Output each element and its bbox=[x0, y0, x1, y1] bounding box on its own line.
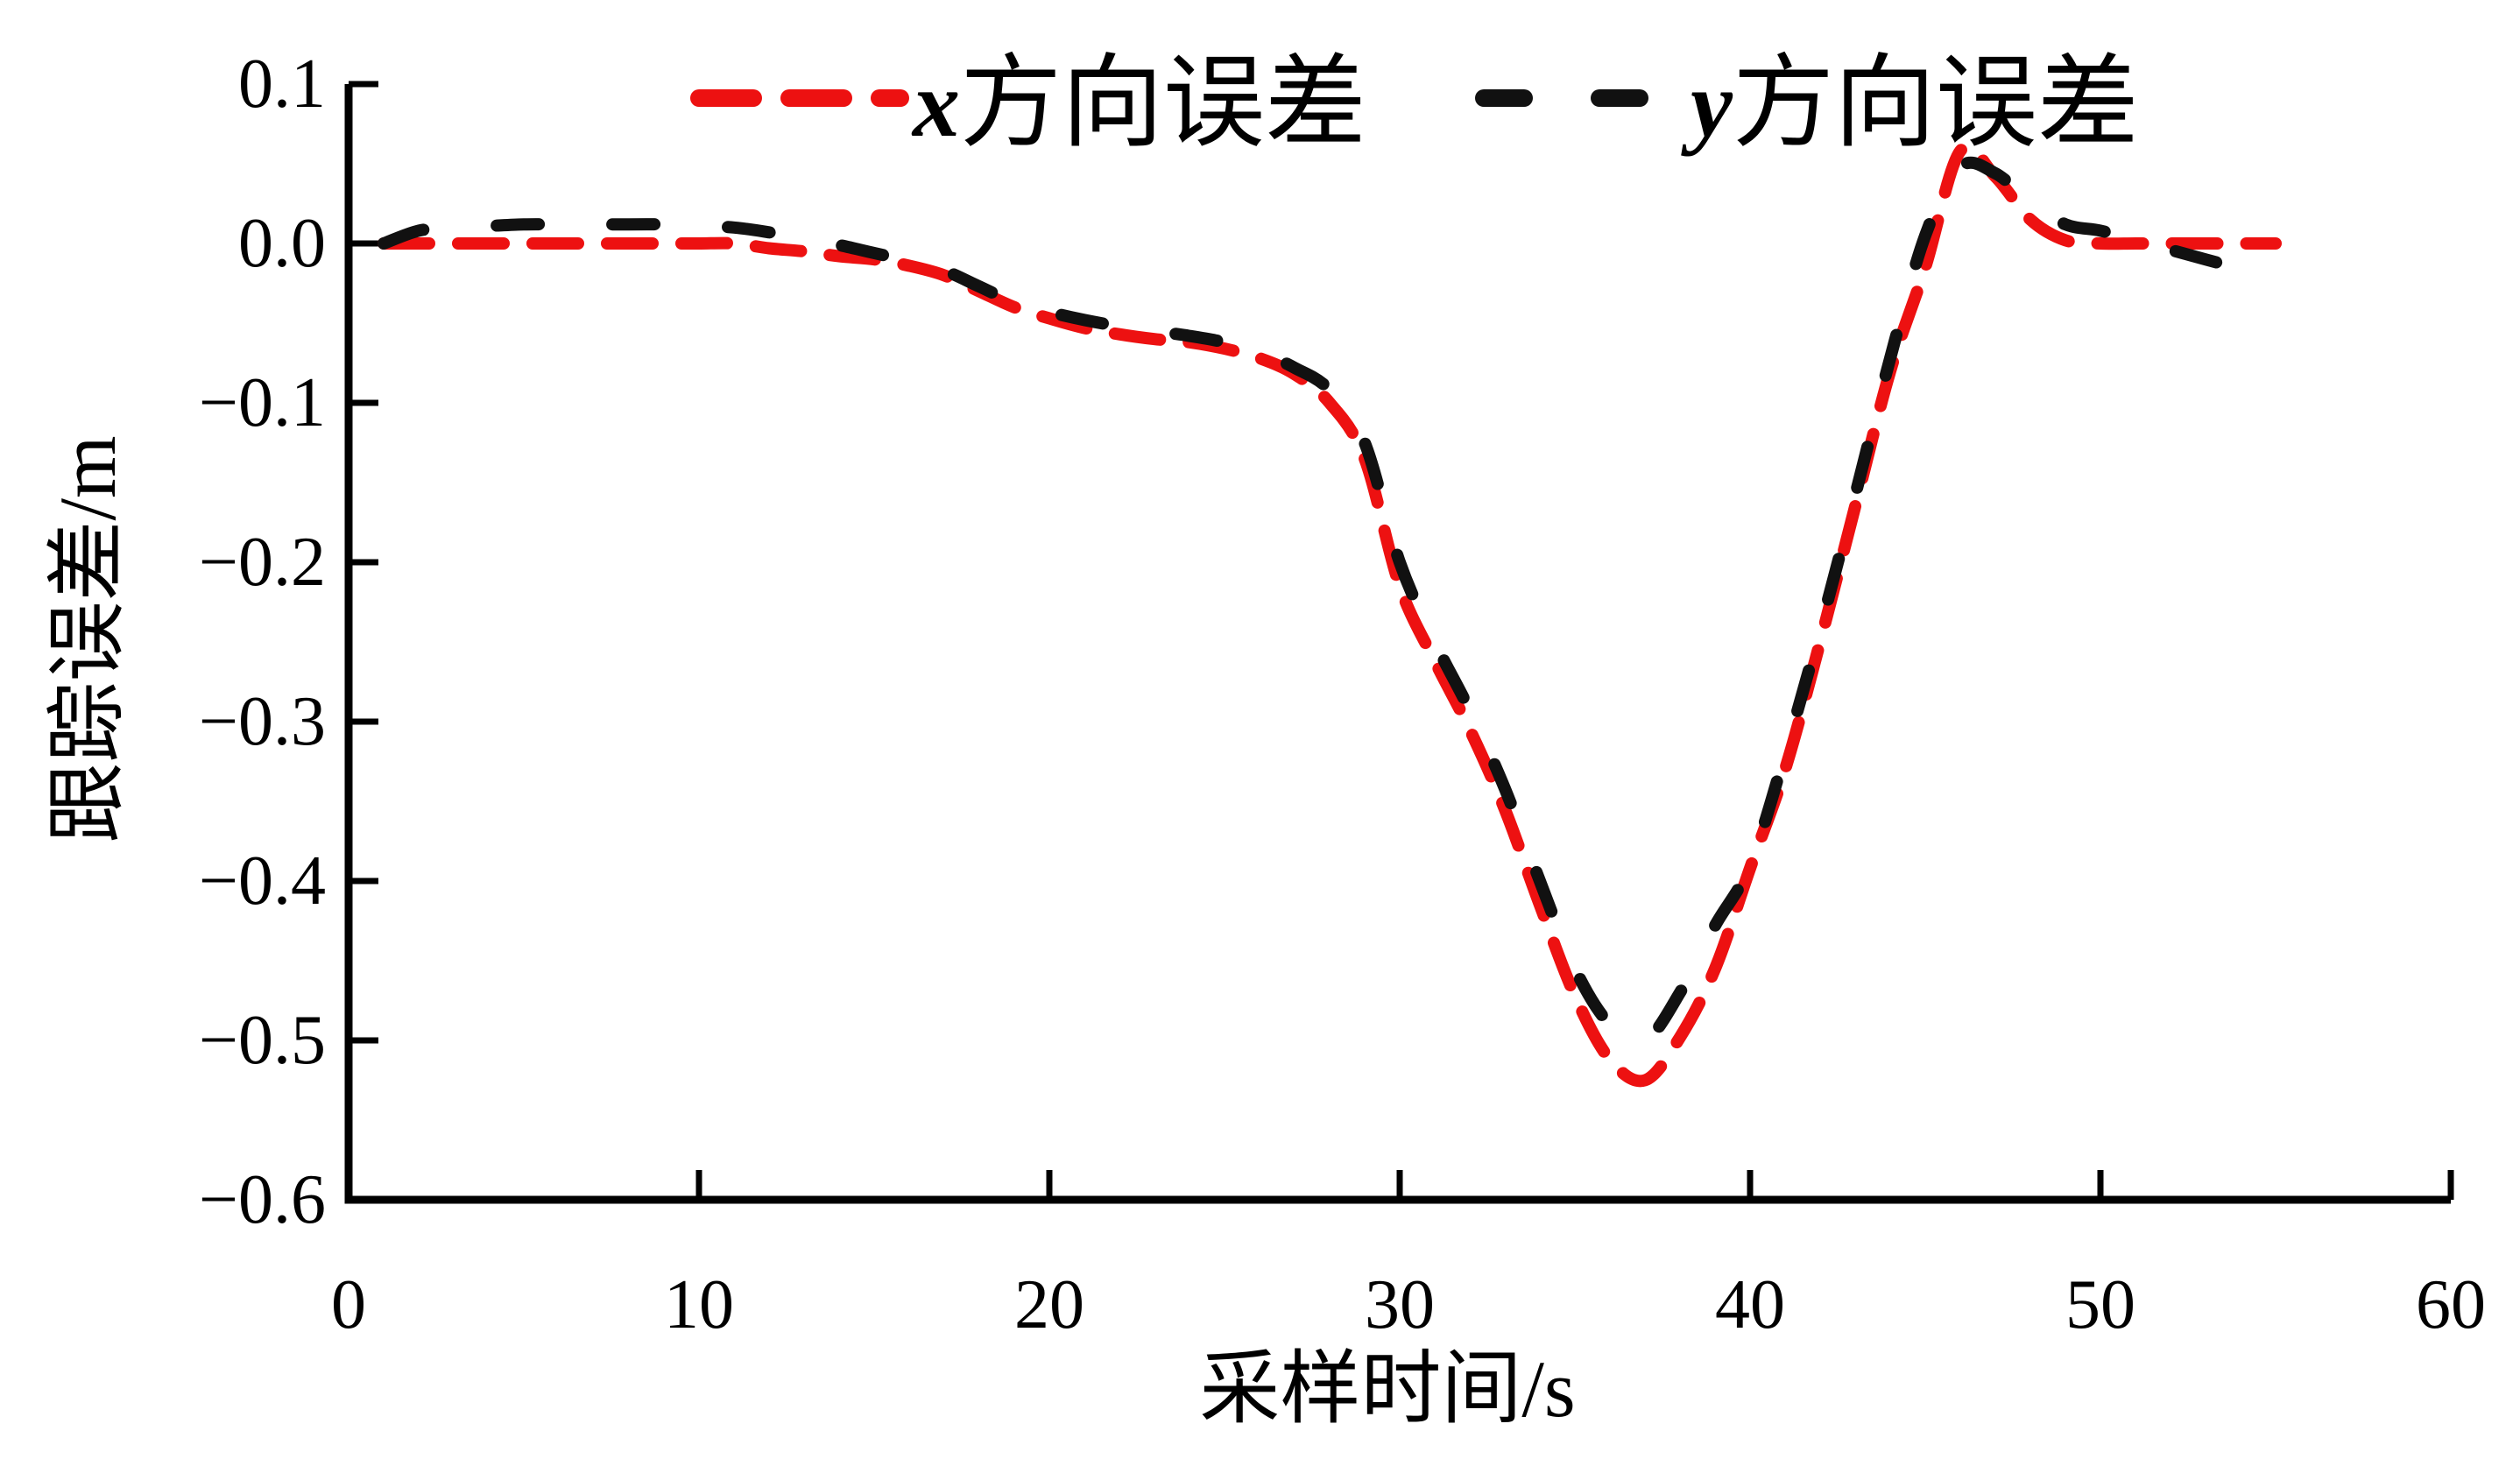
legend-label: x方向误差 bbox=[911, 48, 1366, 160]
x-error-line bbox=[378, 140, 2282, 1088]
y-error-line bbox=[378, 156, 2247, 1048]
y-tick-label: −0.6 bbox=[199, 1161, 326, 1238]
x-tick-label: 10 bbox=[664, 1266, 734, 1343]
legend-label: y方向误差 bbox=[1681, 48, 2139, 160]
legend-item-x-error: x方向误差 bbox=[690, 48, 1366, 160]
legend-label-prefix: y bbox=[1681, 53, 1733, 157]
axis-frame bbox=[344, 84, 2451, 1204]
y-axis-title: 跟踪误差/m bbox=[43, 435, 132, 842]
x-axis-title: 采样时间/s bbox=[1199, 1344, 1575, 1434]
y-tick-label: −0.4 bbox=[199, 842, 326, 920]
y-tick-label: −0.2 bbox=[199, 524, 326, 601]
x-tick-label: 0 bbox=[331, 1266, 366, 1343]
data-curves bbox=[378, 140, 2282, 1088]
legend-label-suffix: 方向误差 bbox=[1733, 48, 2139, 160]
y-axis-ticks: 0.1 0.0 −0.1 −0.2 −0.3 −0.4 −0.5 −0.6 bbox=[199, 46, 378, 1238]
y-tick-label: −0.1 bbox=[199, 364, 326, 441]
y-tick-label: 0.1 bbox=[238, 46, 326, 123]
legend-label-suffix: 方向误差 bbox=[960, 48, 1366, 160]
x-tick-label: 50 bbox=[2065, 1266, 2135, 1343]
x-tick-label: 30 bbox=[1365, 1266, 1435, 1343]
legend: x方向误差 y方向误差 bbox=[690, 48, 2139, 160]
y-tick-label: −0.5 bbox=[199, 1002, 326, 1079]
x-axis-ticks: 0 10 20 30 40 50 60 bbox=[331, 1170, 2486, 1343]
legend-item-y-error: y方向误差 bbox=[1475, 48, 2139, 160]
legend-label-prefix: x bbox=[911, 53, 960, 157]
x-tick-label: 40 bbox=[1715, 1266, 1785, 1343]
x-tick-label: 20 bbox=[1014, 1266, 1084, 1343]
y-tick-label: 0.0 bbox=[238, 205, 326, 282]
y-tick-label: −0.3 bbox=[199, 683, 326, 760]
x-tick-label: 60 bbox=[2416, 1266, 2486, 1343]
